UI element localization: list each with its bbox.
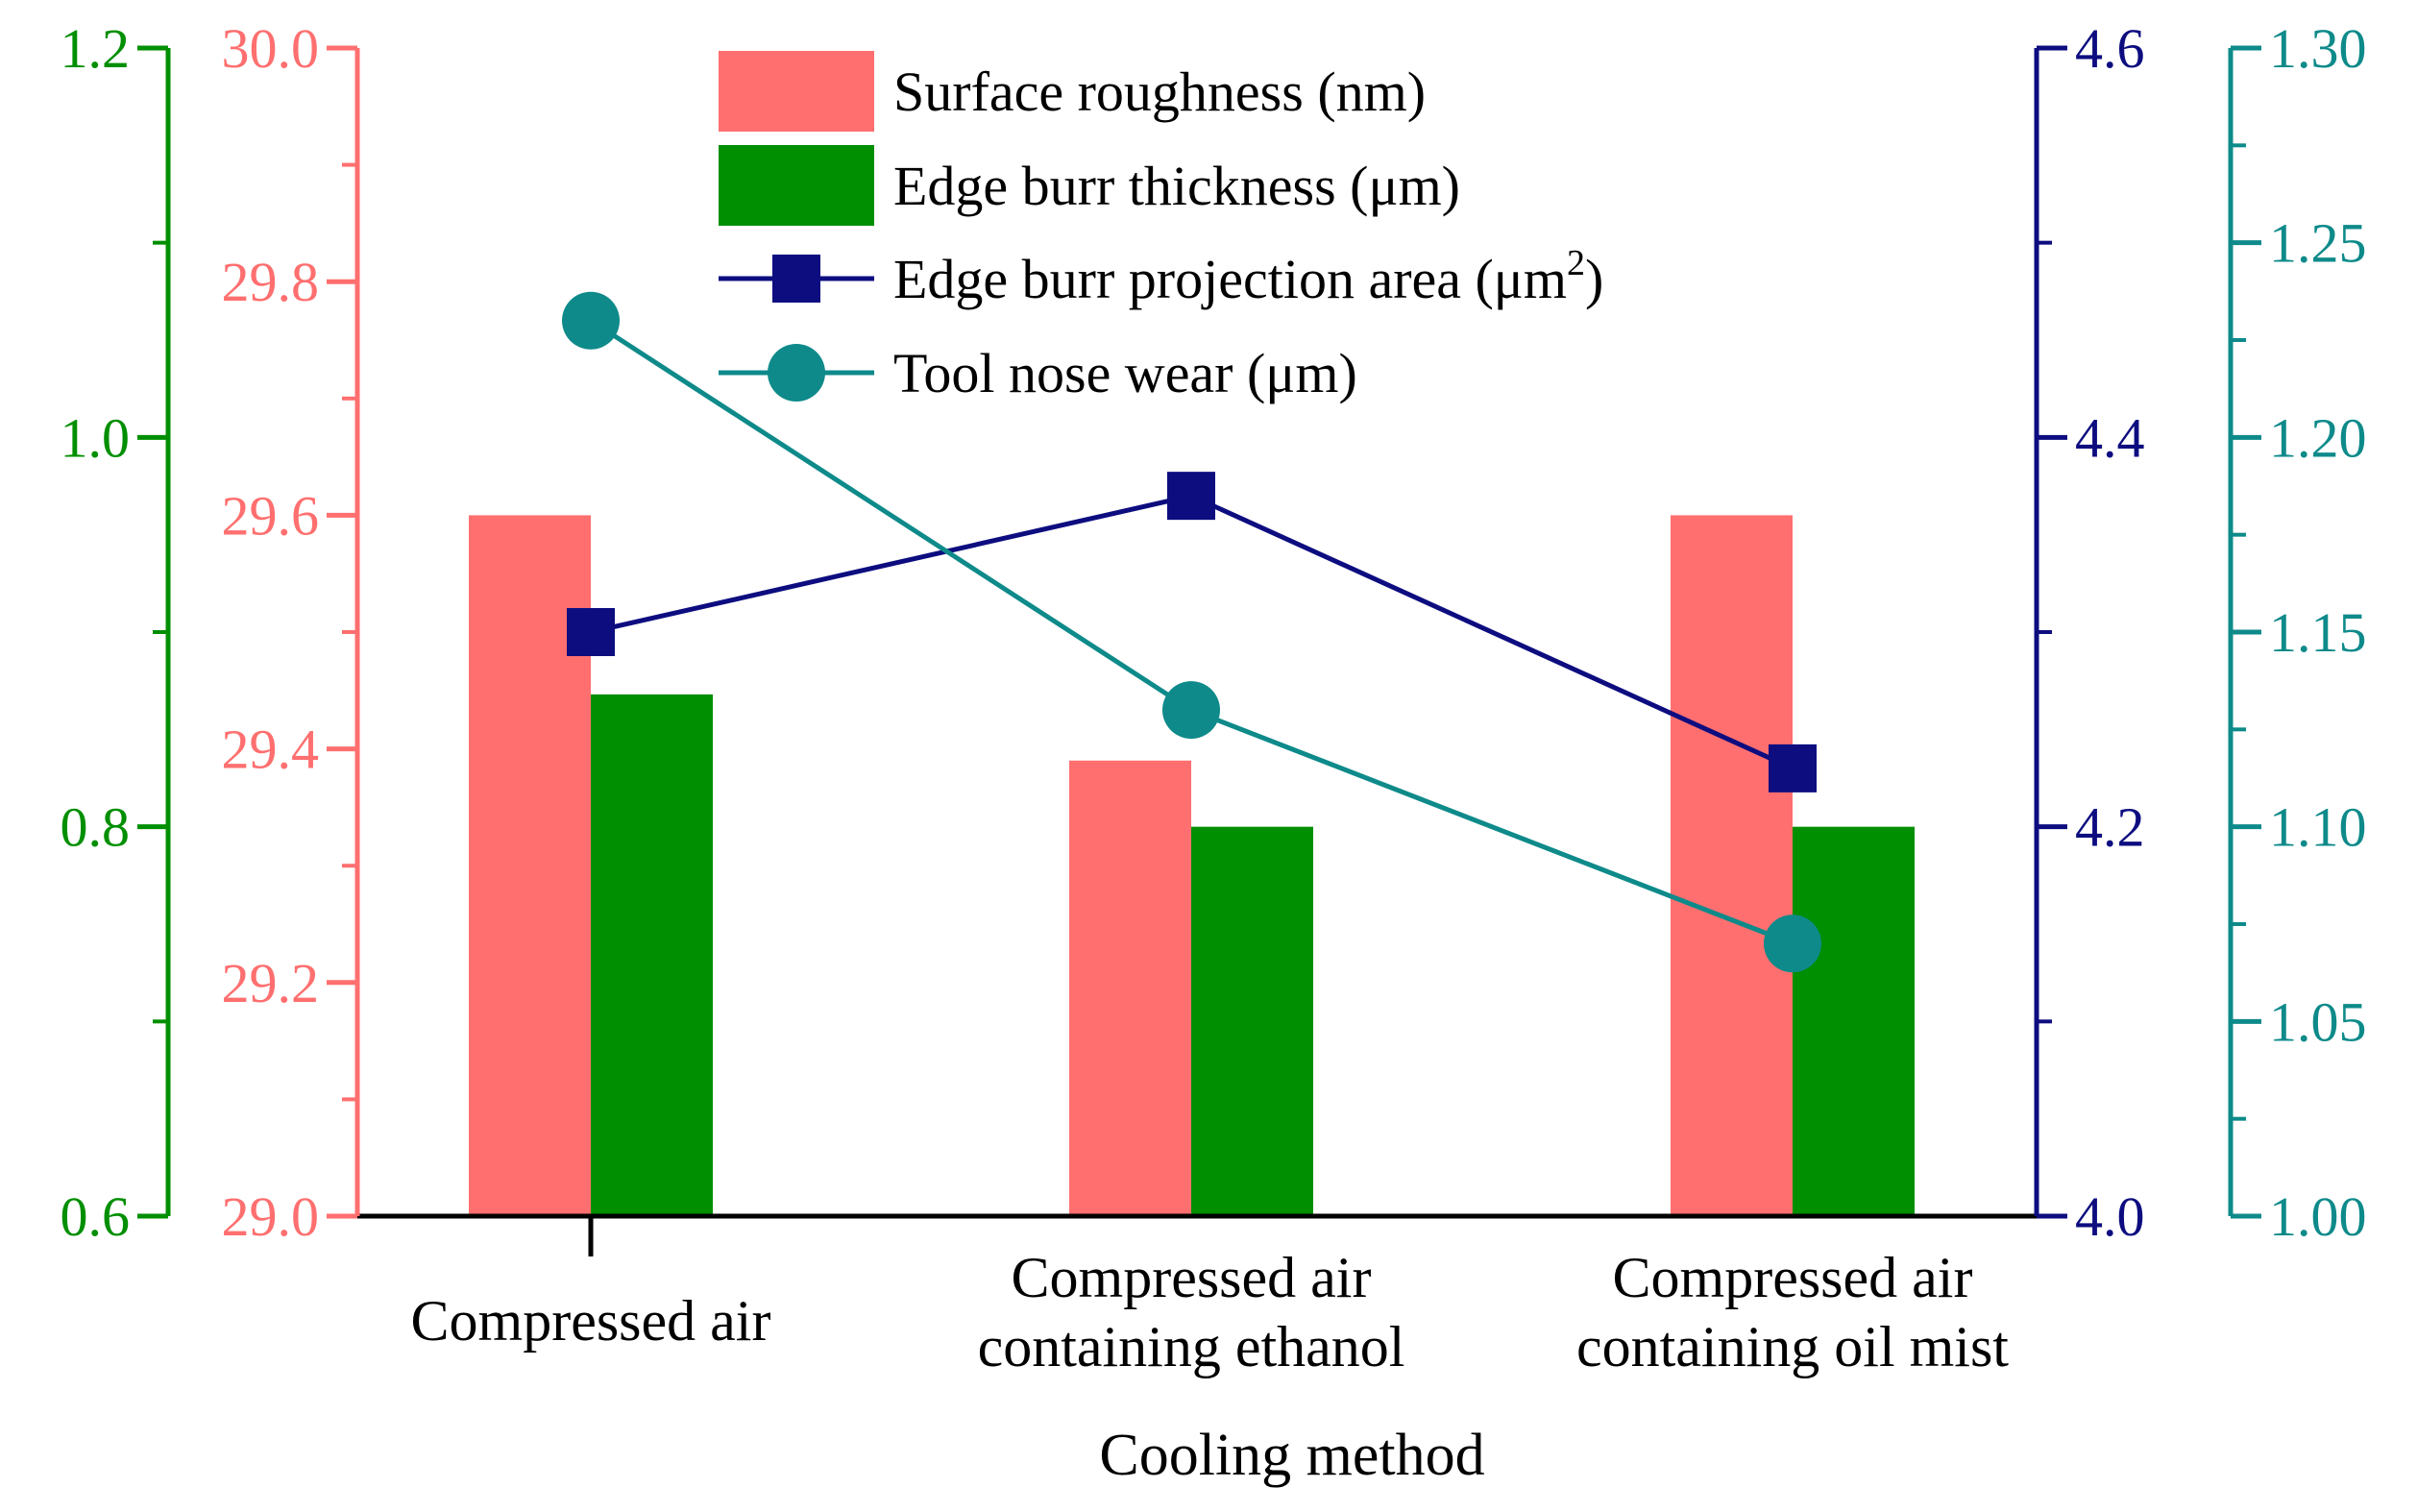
legend-marker-nose-wear — [768, 344, 825, 402]
x-category-label-1-line-1: containing ethanol — [978, 1315, 1405, 1378]
marker-nose-wear-2 — [1764, 915, 1821, 973]
lines-layer — [562, 291, 1821, 973]
nose_wear-tick-label-6: 1.30 — [2269, 17, 2367, 80]
axes-layer: 0.6 0.8 1.0 1.2 29.0 29.2 29.4 29.6 29.8 30.0 4.0 4… — [61, 17, 2367, 1256]
legend: Surface roughness (nm) Edge burr thicknes… — [719, 51, 1603, 404]
bar-edge-burr-thickness-1 — [1191, 826, 1313, 1216]
x-category-label-1: Compressed air containing ethanol — [978, 1246, 1405, 1378]
legend-label-edge-burr-thickness: Edge burr thickness (μm) — [893, 155, 1460, 217]
bar-surface-roughness-1 — [1069, 760, 1191, 1216]
nose_wear-tick-label-4: 1.20 — [2269, 406, 2367, 469]
x-category-label-0: Compressed air — [411, 1289, 771, 1353]
burr_thickness-tick-label-2: 1.0 — [61, 406, 131, 469]
surface-tick-label-4: 29.8 — [222, 251, 320, 313]
surface-tick-label-5: 30.0 — [222, 17, 320, 80]
bar-edge-burr-thickness-2 — [1793, 826, 1915, 1216]
marker-projection-area-2 — [1769, 744, 1817, 793]
bars-layer — [469, 515, 1915, 1216]
bar-edge-burr-thickness-0 — [591, 694, 713, 1216]
legend-label-end: ) — [1585, 248, 1603, 310]
projection_area-tick-label-0: 4.0 — [2075, 1185, 2145, 1248]
legend-swatch-surface-roughness — [719, 51, 874, 132]
nose_wear-tick-label-5: 1.25 — [2269, 212, 2367, 275]
projection_area-tick-label-3: 4.6 — [2075, 17, 2145, 80]
legend-marker-projection-area — [772, 255, 820, 303]
marker-projection-area-1 — [1167, 472, 1215, 521]
x-category-label-2-line-0: Compressed air — [1613, 1246, 1973, 1309]
marker-nose-wear-1 — [1162, 681, 1220, 740]
surface-tick-label-1: 29.2 — [222, 952, 320, 1014]
legend-label-projection-area: Edge burr projection area (μm2) — [893, 243, 1603, 310]
legend-label-superscript: 2 — [1567, 243, 1585, 283]
nose_wear-tick-label-2: 1.10 — [2269, 796, 2367, 859]
burr_thickness-tick-label-0: 0.6 — [61, 1185, 131, 1248]
legend-label-nose-wear: Tool nose wear (μm) — [893, 342, 1357, 404]
nose_wear-tick-label-0: 1.00 — [2269, 1185, 2367, 1248]
nose_wear-tick-label-3: 1.15 — [2269, 601, 2367, 664]
projection_area-tick-label-1: 4.2 — [2075, 796, 2145, 859]
surface-tick-label-3: 29.6 — [222, 484, 320, 547]
nose_wear-tick-label-1: 1.05 — [2269, 990, 2367, 1053]
x-category-label-2-line-1: containing oil mist — [1576, 1315, 2009, 1378]
surface-tick-label-0: 29.0 — [222, 1185, 320, 1248]
x-category-label-0-line-0: Compressed air — [411, 1289, 771, 1353]
marker-nose-wear-0 — [562, 291, 620, 350]
marker-projection-area-0 — [567, 608, 615, 656]
legend-label-main: Edge burr projection area (μm — [893, 248, 1567, 310]
x-axis-title: Cooling method — [1099, 1423, 1484, 1488]
bar-surface-roughness-2 — [1671, 515, 1793, 1216]
legend-label-surface-roughness: Surface roughness (nm) — [893, 61, 1426, 123]
burr_thickness-tick-label-3: 1.2 — [61, 17, 131, 80]
surface-tick-label-2: 29.4 — [222, 719, 320, 781]
burr_thickness-tick-label-1: 0.8 — [61, 796, 131, 859]
x-category-label-1-line-0: Compressed air — [1012, 1246, 1372, 1309]
legend-swatch-edge-burr-thickness — [719, 145, 874, 226]
projection_area-tick-label-2: 4.4 — [2075, 406, 2145, 469]
x-category-label-2: Compressed air containing oil mist — [1576, 1246, 2009, 1378]
